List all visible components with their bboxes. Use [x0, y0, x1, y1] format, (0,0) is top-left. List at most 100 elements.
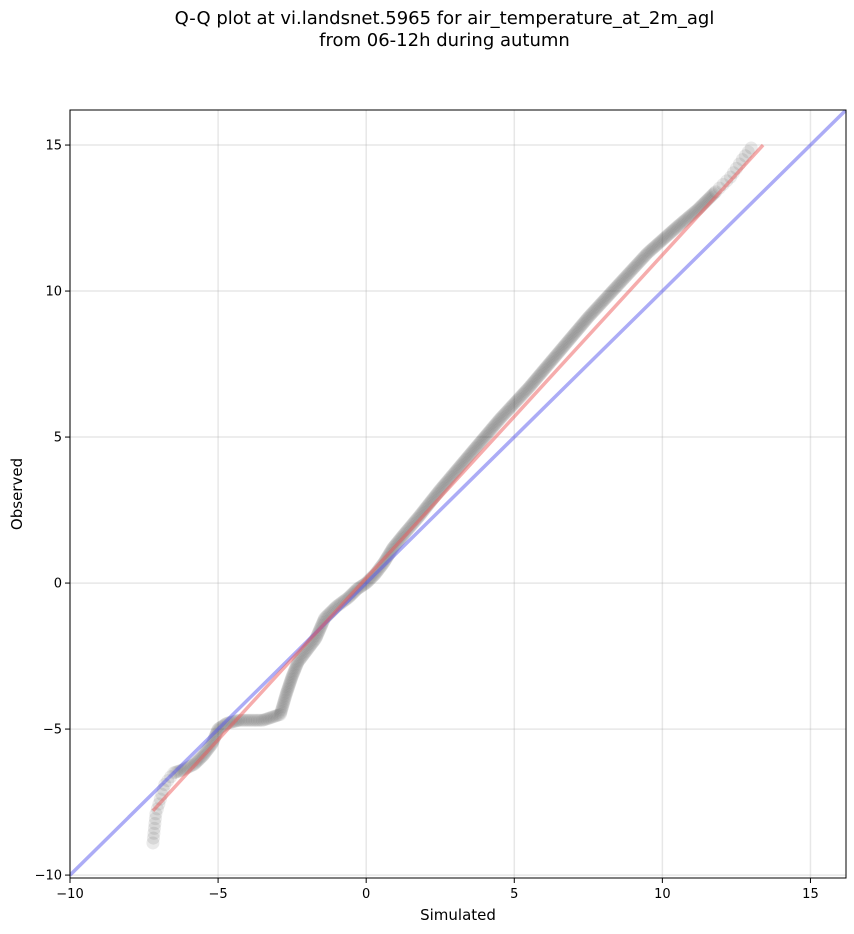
data-point — [555, 342, 569, 356]
data-point — [468, 442, 482, 456]
data-point — [281, 681, 295, 695]
data-point — [183, 759, 197, 773]
data-point — [249, 713, 263, 727]
data-point — [488, 417, 502, 431]
data-point — [476, 432, 490, 446]
data-point — [288, 662, 302, 676]
data-point — [564, 331, 578, 345]
data-point — [557, 339, 571, 353]
data-point — [147, 826, 161, 840]
data-point — [473, 435, 487, 449]
data-point — [582, 309, 596, 323]
data-point — [487, 419, 501, 433]
data-point — [146, 831, 160, 845]
data-point — [569, 325, 583, 339]
data-point — [510, 394, 524, 408]
data-point — [485, 421, 499, 435]
data-point — [148, 816, 162, 830]
data-point — [252, 713, 266, 727]
data-point — [407, 515, 421, 529]
data-point — [626, 262, 640, 276]
data-point — [254, 713, 268, 727]
data-point — [406, 516, 420, 530]
data-point — [258, 712, 272, 726]
data-point — [466, 444, 480, 458]
data-point — [260, 712, 274, 726]
data-point — [578, 314, 592, 328]
y-tick: 5 — [54, 431, 70, 446]
chart-title-line-1: Q-Q plot at vi.landsnet.5965 for air_tem… — [174, 8, 715, 29]
data-point — [481, 426, 495, 440]
data-point — [632, 256, 646, 270]
x-tick: 10 — [654, 878, 671, 902]
data-point — [559, 337, 573, 351]
data-point — [584, 308, 598, 322]
data-point — [269, 709, 283, 723]
data-point — [576, 316, 590, 330]
x-tick-label: 0 — [362, 887, 370, 902]
data-point — [403, 520, 417, 534]
data-point — [618, 271, 632, 285]
data-point — [270, 708, 284, 722]
data-point — [158, 778, 172, 792]
data-point — [541, 357, 555, 371]
data-point — [639, 247, 653, 261]
data-point — [291, 655, 305, 669]
data-point — [585, 307, 599, 321]
data-point — [379, 553, 393, 567]
data-point — [601, 289, 615, 303]
data-point — [245, 713, 259, 727]
x-tick: 0 — [362, 878, 370, 902]
data-point — [405, 518, 419, 532]
y-tick-label: 5 — [54, 431, 62, 446]
data-point — [720, 174, 734, 188]
data-point — [512, 391, 526, 405]
data-point — [282, 678, 296, 692]
data-point — [286, 668, 300, 682]
data-point — [550, 348, 564, 362]
data-point — [572, 321, 586, 335]
data-point — [538, 361, 552, 375]
y-tick: −5 — [43, 723, 70, 738]
data-point — [289, 661, 303, 675]
data-point — [242, 713, 256, 727]
data-point — [460, 451, 474, 465]
data-point — [609, 281, 623, 295]
data-point — [509, 395, 523, 409]
data-point — [530, 371, 544, 385]
fit-line — [151, 143, 765, 813]
data-point — [619, 270, 633, 284]
data-point — [676, 215, 690, 229]
data-point — [400, 524, 414, 538]
data-point — [467, 443, 481, 457]
data-point — [656, 232, 670, 246]
data-point — [634, 253, 648, 267]
data-point — [483, 423, 497, 437]
data-point — [494, 411, 508, 425]
data-point — [506, 398, 520, 412]
data-point — [537, 362, 551, 376]
data-point — [648, 240, 662, 254]
x-tick: 5 — [510, 878, 518, 902]
data-point — [591, 300, 605, 314]
data-point — [596, 295, 610, 309]
data-point — [489, 416, 503, 430]
y-tick: 10 — [45, 285, 70, 300]
data-point — [633, 254, 647, 268]
y-tick-label: −5 — [43, 723, 62, 738]
data-point — [499, 405, 513, 419]
data-point — [402, 521, 416, 535]
data-point — [563, 332, 577, 346]
data-point — [613, 276, 627, 290]
data-point — [285, 671, 299, 685]
data-point — [376, 557, 390, 571]
data-point — [624, 264, 638, 278]
data-point — [649, 239, 663, 253]
data-point — [558, 338, 572, 352]
data-point — [625, 263, 639, 277]
data-point — [644, 243, 658, 257]
data-point — [567, 327, 581, 341]
data-point — [532, 368, 546, 382]
data-point — [480, 427, 494, 441]
